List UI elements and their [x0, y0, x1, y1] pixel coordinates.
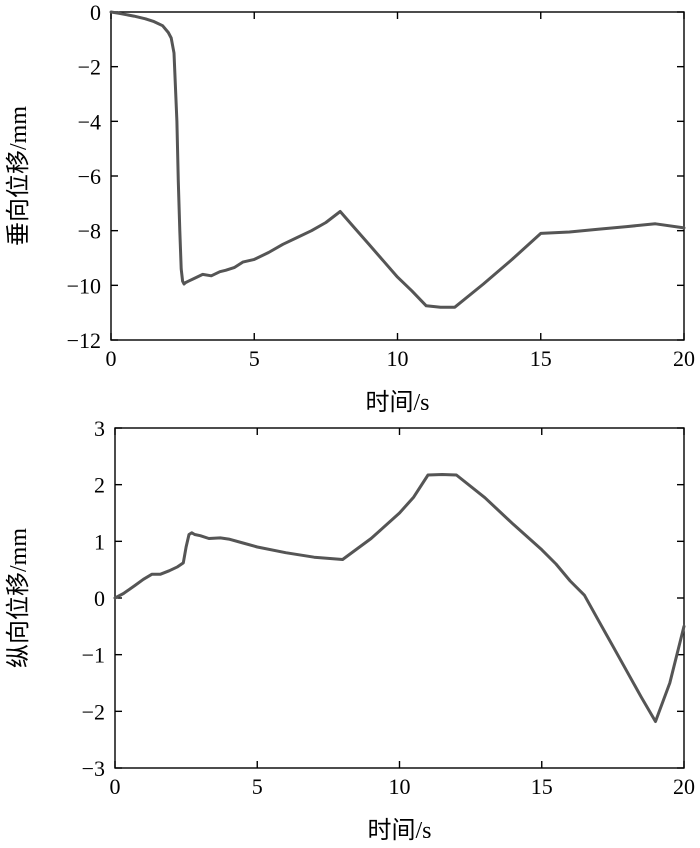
y-tick-label: −6 — [78, 164, 101, 189]
x-tick-label: 0 — [110, 774, 121, 799]
x-axis-label: 时间/s — [367, 817, 431, 843]
plot-frame — [110, 11, 685, 341]
y-tick-label: 1 — [94, 529, 105, 554]
y-tick-label: −12 — [67, 328, 101, 353]
series-line-1 — [109, 10, 686, 309]
x-tick-label: 15 — [530, 346, 552, 371]
y-tick-label: 0 — [90, 0, 101, 25]
y-axis-label: 垂向位移/mm — [5, 106, 32, 246]
y-tick-label: −10 — [67, 273, 101, 298]
x-tick-label: 0 — [106, 346, 117, 371]
y-tick-label: −2 — [82, 699, 105, 724]
y-axis-label: 纵向位移/mm — [5, 528, 32, 668]
x-tick-label: 20 — [673, 346, 695, 371]
series-line-1 — [113, 473, 686, 723]
plot-frame — [114, 427, 685, 769]
x-tick-label: 10 — [387, 346, 409, 371]
y-tick-label: 3 — [94, 416, 105, 441]
x-axis-label: 时间/s — [365, 389, 429, 416]
x-tick-label: 5 — [249, 346, 260, 371]
y-tick-label: −4 — [78, 109, 101, 134]
x-tick-label: 10 — [389, 774, 411, 799]
x-tick-label: 5 — [252, 774, 263, 799]
y-tick-label: −3 — [82, 756, 105, 781]
y-tick-label: −8 — [78, 219, 101, 244]
y-tick-label: 0 — [94, 586, 105, 611]
y-tick-label: 2 — [94, 473, 105, 498]
y-tick-label: −2 — [78, 55, 101, 80]
chart-panel-1: 0 5 10 15 20 0 −2 −4 −6 −8 −10 −12 时间/s 垂向位移/mm — [5, 0, 695, 416]
x-tick-label: 20 — [673, 774, 695, 799]
y-tick-label: −1 — [82, 643, 105, 668]
x-tick-label: 15 — [531, 774, 553, 799]
